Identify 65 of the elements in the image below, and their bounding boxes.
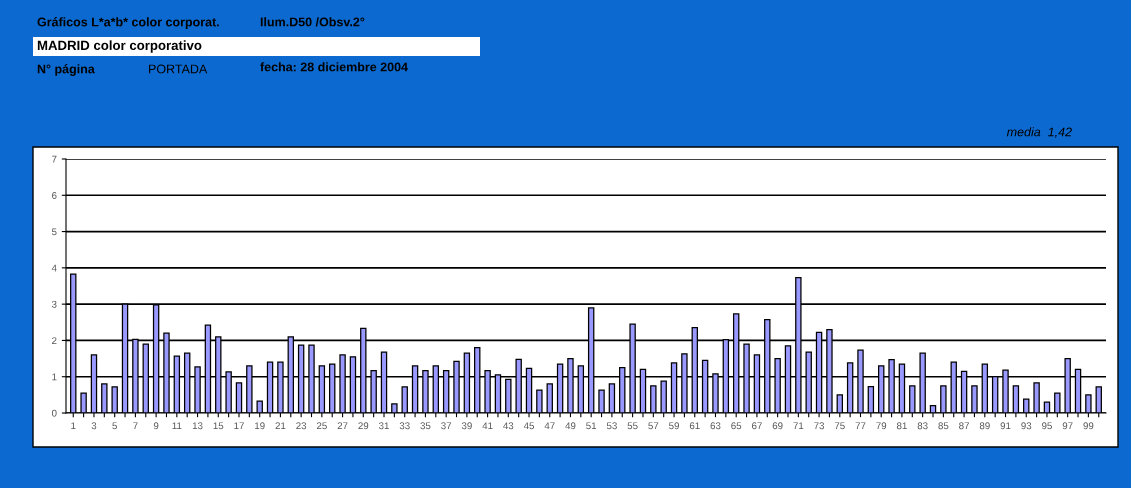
x-tick-label: 91 [1000,422,1011,430]
x-tick-label: 69 [772,422,783,430]
x-tick-label: 75 [834,422,845,430]
y-tick-label: 7 [52,155,57,163]
x-tick-label: 83 [917,422,928,430]
x-tick-label: 87 [959,422,970,430]
x-tick-label: 11 [172,422,182,430]
x-tick-label: 9 [153,422,159,430]
text: Gráficos L*a*b* color corporat. [37,17,219,29]
x-tick-label: 93 [1021,422,1032,430]
x-tick-label: 61 [689,422,700,430]
x-tick-label: 43 [503,422,514,430]
y-tick-label: 0 [51,409,57,417]
text: PORTADA [149,64,208,74]
x-tick-label: 95 [1042,422,1052,430]
x-tick-label: 97 [1062,422,1073,430]
text: media 1,42 [1006,127,1072,138]
x-tick-label: 27 [337,422,348,430]
x-tick-label: 25 [316,422,327,430]
x-tick-label: 19 [255,422,265,430]
y-tick-label: 4 [51,264,57,272]
x-tick-label: 13 [192,422,203,430]
x-tick-label: 1 [71,422,76,430]
text: N° página [37,64,95,76]
chart-title: MADRID color corporativo [37,40,202,53]
x-tick-label: 71 [793,422,804,430]
x-tick-label: 31 [378,422,389,430]
x-tick-label: 23 [296,422,307,430]
x-tick-label: 37 [441,422,452,430]
x-tick-label: 53 [606,422,617,430]
x-tick-label: 5 [112,422,117,430]
y-tick-label: 5 [51,228,57,236]
x-tick-label: 67 [752,422,762,430]
x-tick-label: 41 [482,422,493,430]
x-tick-label: 51 [586,422,597,430]
x-tick-label: 15 [213,422,224,430]
x-tick-label: 73 [814,422,825,430]
y-tick-label: 6 [52,192,57,199]
x-tick-label: 63 [710,422,721,430]
x-tick-label: 7 [133,422,138,430]
x-tick-label: 89 [979,422,990,430]
y-tick-label: 1 [52,373,57,381]
x-tick-label: 47 [544,422,555,430]
y-tick-label: 3 [51,300,57,308]
x-tick-label: 49 [565,422,576,430]
text: Ilum.D50 /Obsv.2° [260,17,365,27]
x-tick-label: 65 [731,422,742,430]
x-tick-label: 57 [648,422,659,430]
x-tick-label: 77 [855,422,866,430]
x-tick-label: 17 [234,422,244,430]
x-tick-label: 81 [896,422,907,430]
y-tick-label: 2 [52,337,57,344]
text: fecha: 28 diciembre 2004 [260,62,408,72]
x-tick-label: 55 [627,422,638,430]
x-tick-label: 39 [461,422,472,430]
x-tick-label: 21 [275,422,286,430]
x-tick-label: 3 [91,422,97,430]
x-tick-label: 33 [399,422,410,430]
x-tick-label: 85 [938,422,949,430]
x-tick-label: 35 [420,422,431,430]
x-tick-label: 45 [523,422,535,430]
x-tick-label: 29 [358,422,369,430]
x-tick-label: 99 [1083,422,1094,430]
x-tick-label: 79 [876,422,887,430]
x-tick-label: 59 [669,422,679,430]
